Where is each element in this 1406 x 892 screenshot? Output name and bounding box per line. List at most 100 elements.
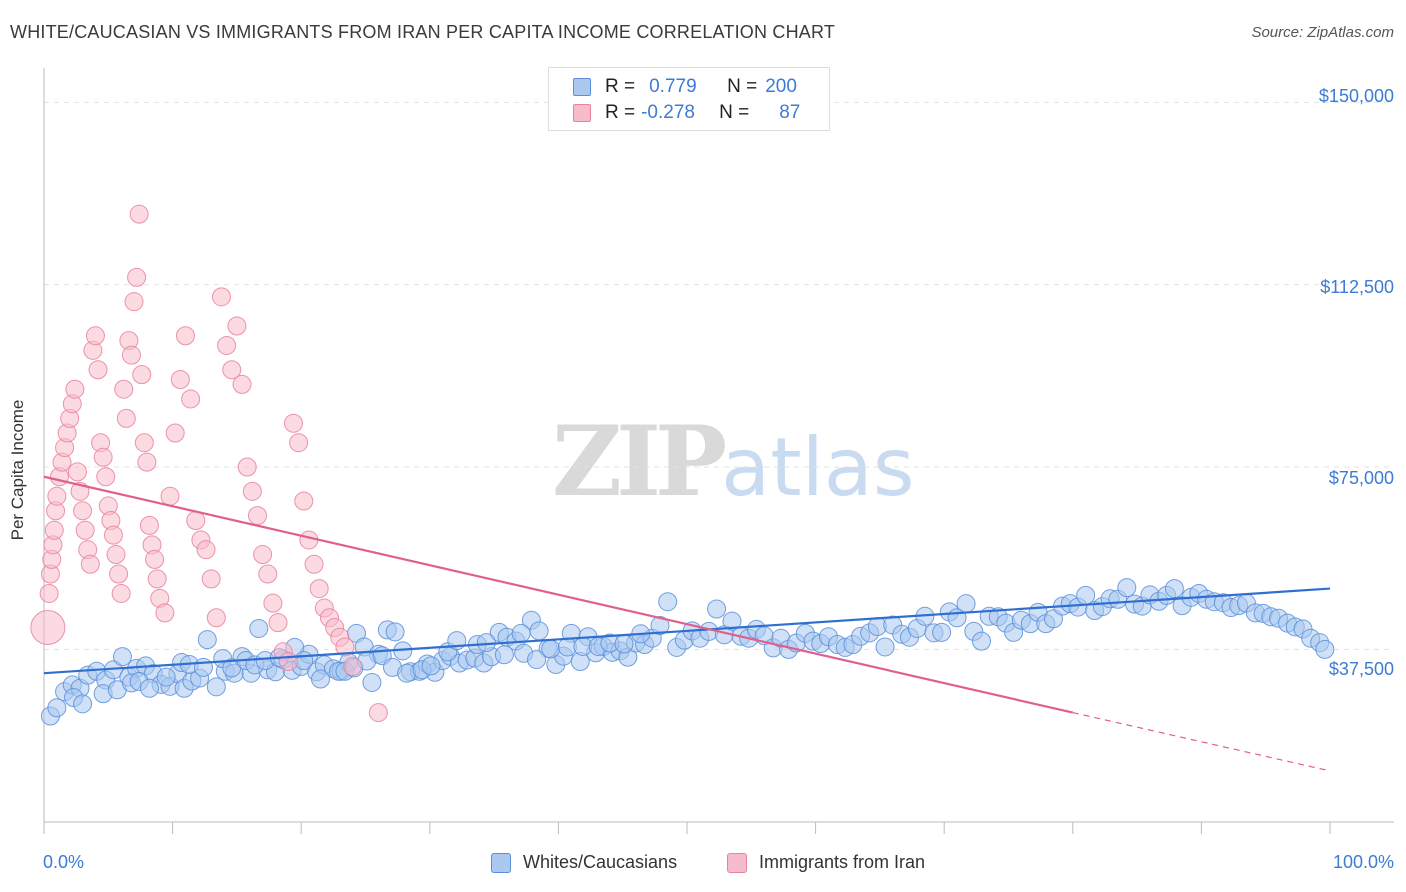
legend-swatch <box>491 852 511 873</box>
data-point-iran <box>222 360 242 380</box>
data-point-iran <box>283 413 303 433</box>
data-point-iran <box>309 579 329 599</box>
data-point-whites <box>362 672 382 692</box>
data-point-whites <box>529 621 549 641</box>
data-point-iran <box>129 204 149 224</box>
data-point-iran <box>155 603 175 623</box>
data-point-iran <box>44 520 64 540</box>
data-point-iran <box>88 360 108 380</box>
data-point-whites <box>707 599 727 619</box>
legend-swatch <box>573 104 591 122</box>
data-point-whites <box>614 634 634 654</box>
data-point-iran <box>217 335 237 355</box>
data-point-iran <box>134 433 154 453</box>
n-value: 87 <box>779 102 801 123</box>
data-point-iran <box>227 316 247 336</box>
data-point-iran <box>103 525 123 545</box>
data-point-iran <box>247 506 267 526</box>
data-point-iran <box>114 379 134 399</box>
data-point-iran <box>294 491 314 511</box>
data-point-iran <box>127 267 147 287</box>
data-point-iran <box>181 389 201 409</box>
source-label: Source: ZipAtlas.com <box>1251 24 1394 41</box>
y-tick-label: $37,500 <box>1328 659 1394 679</box>
data-point-iran <box>96 467 116 487</box>
data-point-iran <box>343 656 363 676</box>
data-point-whites <box>1315 639 1335 659</box>
data-point-whites <box>197 630 217 650</box>
data-point-whites <box>206 677 226 697</box>
y-tick-label: $150,000 <box>1318 86 1394 106</box>
data-point-whites <box>139 678 159 698</box>
r-label: R = <box>605 76 636 97</box>
x-tick-label-min: 0.0% <box>43 852 85 872</box>
series-legend: Whites/Caucasians Immigrants from Iran <box>0 852 1406 878</box>
data-point-iran <box>106 545 126 565</box>
data-point-iran <box>80 554 100 574</box>
data-point-iran <box>124 292 144 312</box>
data-point-iran <box>147 569 167 589</box>
r-label: R = <box>605 102 636 123</box>
n-label: N = <box>719 102 750 123</box>
data-point-iran <box>73 501 93 521</box>
data-point-iran <box>278 652 298 672</box>
data-point-iran <box>65 379 85 399</box>
data-point-iran <box>263 593 283 613</box>
data-point-whites <box>932 622 952 642</box>
data-point-whites <box>112 647 132 667</box>
data-point-iran <box>253 545 273 565</box>
data-point-whites <box>650 616 670 636</box>
r-value: 0.779 <box>649 76 697 97</box>
trend-line-iran <box>43 475 1074 714</box>
data-point-iran <box>175 326 195 346</box>
data-point-iran <box>268 613 288 633</box>
r-value: -0.278 <box>641 102 695 123</box>
data-point-iran <box>196 540 216 560</box>
correlation-legend: R = 0.779 N = 200 R = -0.278 N = 87 <box>548 67 830 131</box>
data-point-iran <box>93 447 113 467</box>
legend-label: Immigrants from Iran <box>759 852 926 872</box>
trend-line-whites <box>43 587 1331 675</box>
legend-row-whites: R = 0.779 N = 200 <box>573 75 797 99</box>
data-point-iran <box>139 515 159 535</box>
trend-line-iran-extension <box>1072 712 1331 772</box>
data-point-whites <box>73 694 93 714</box>
data-point-whites <box>421 656 441 676</box>
data-point-whites <box>541 639 561 659</box>
data-point-iran <box>368 703 388 723</box>
data-point-iran <box>165 423 185 443</box>
data-point-iran <box>170 369 190 389</box>
data-point-whites <box>971 631 991 651</box>
data-point-iran <box>47 486 67 506</box>
data-point-iran <box>258 564 278 584</box>
data-point-iran <box>232 374 252 394</box>
data-point-whites <box>397 663 417 683</box>
data-point-whites <box>156 667 176 687</box>
data-point-iran <box>132 365 152 385</box>
legend-item-whites: Whites/Caucasians <box>491 852 677 873</box>
data-point-whites <box>476 633 496 653</box>
data-point-whites <box>249 618 269 638</box>
data-point-iran <box>242 481 262 501</box>
chart-title: WHITE/CAUCASIAN VS IMMIGRANTS FROM IRAN … <box>10 22 836 42</box>
data-point-iran <box>75 520 95 540</box>
data-point-whites <box>47 698 67 718</box>
data-point-iran <box>30 609 66 645</box>
data-point-iran <box>289 433 309 453</box>
data-point-whites <box>511 623 531 643</box>
legend-row-iran: R = -0.278 N = 87 <box>573 101 800 125</box>
data-point-whites <box>527 650 547 670</box>
data-point-whites <box>875 637 895 657</box>
data-point-iran <box>304 554 324 574</box>
data-point-iran <box>116 408 136 428</box>
data-point-iran <box>206 608 226 628</box>
legend-swatch <box>573 78 591 96</box>
n-label: N = <box>727 76 758 97</box>
data-point-iran <box>39 583 59 603</box>
data-point-iran <box>211 287 231 307</box>
data-point-iran <box>201 569 221 589</box>
legend-label: Whites/Caucasians <box>523 852 678 872</box>
data-point-whites <box>193 657 213 677</box>
y-tick-label: $75,000 <box>1328 468 1394 488</box>
